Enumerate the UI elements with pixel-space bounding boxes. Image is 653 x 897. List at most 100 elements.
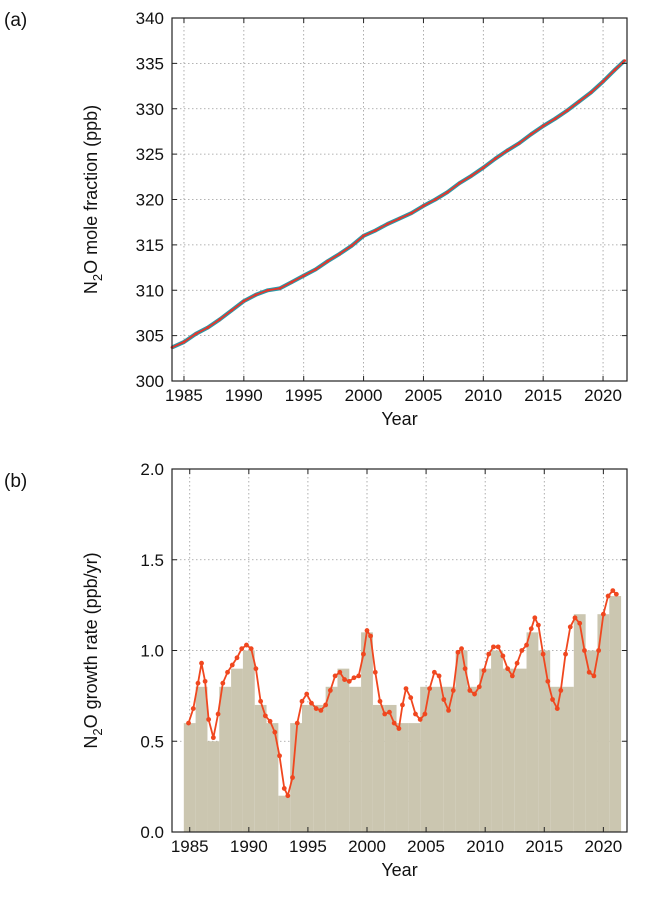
data-point xyxy=(374,228,377,232)
growth-rate-point xyxy=(455,649,461,655)
growth-rate-point xyxy=(514,660,520,666)
growth-rate-point xyxy=(408,695,414,701)
data-point xyxy=(493,157,497,161)
data-point xyxy=(206,326,210,329)
growth-rate-point xyxy=(586,669,592,675)
growth-rate-point xyxy=(195,680,201,686)
growth-rate-point xyxy=(309,700,314,706)
x-tick-label: 1985 xyxy=(171,837,209,856)
growth-bar xyxy=(372,704,385,832)
growth-rate-point xyxy=(210,735,216,741)
data-point xyxy=(182,340,186,344)
y-tick-label: 335 xyxy=(136,54,164,73)
panel-a-y-axis-title-part-1: N xyxy=(81,281,101,294)
growth-rate-point xyxy=(377,698,383,704)
data-point xyxy=(326,259,330,263)
growth-rate-point xyxy=(396,726,402,731)
growth-bar xyxy=(432,686,444,832)
growth-rate-point xyxy=(413,711,418,717)
growth-rate-point xyxy=(500,653,506,659)
panel-a-y-axis-title-subscript: 2 xyxy=(90,274,105,281)
y-tick-label: 315 xyxy=(136,236,164,255)
panel-a-y-axis-title: N2O mole fraction (ppb) xyxy=(81,105,105,294)
data-point xyxy=(338,252,342,256)
growth-bar xyxy=(313,704,326,832)
x-tick-label: 1995 xyxy=(285,386,323,405)
growth-rate-point xyxy=(567,624,573,630)
growth-rate-point xyxy=(351,675,357,681)
data-point xyxy=(278,287,282,290)
growth-bar xyxy=(597,614,610,832)
growth-rate-point xyxy=(361,651,366,657)
y-tick-label: 0.0 xyxy=(140,823,164,842)
x-tick-label: 2020 xyxy=(584,386,622,405)
panel-a-label: (a) xyxy=(4,10,27,31)
growth-rate-point xyxy=(563,651,568,657)
panel-b-y-axis-title-part-1: N xyxy=(81,736,101,749)
growth-rate-point xyxy=(528,626,534,632)
panel-b-series xyxy=(186,588,619,799)
data-point xyxy=(218,317,222,321)
growth-rate-point xyxy=(600,611,606,617)
growth-rate-point xyxy=(372,669,378,675)
growth-rate-point xyxy=(476,684,482,690)
data-point xyxy=(266,288,270,292)
growth-rate-point xyxy=(422,711,428,717)
x-tick-label: 1990 xyxy=(225,386,263,405)
panel-a-x-axis-title: Year xyxy=(381,409,417,429)
y-tick-label: 320 xyxy=(136,191,164,210)
growth-bar xyxy=(384,704,397,832)
x-tick-label: 2005 xyxy=(407,837,445,856)
growth-rate-point xyxy=(481,668,487,673)
panel-b-y-axis-title: N2O growth rate (ppb/yr) xyxy=(81,552,105,748)
growth-rate-point xyxy=(450,688,456,693)
growth-rate-point xyxy=(281,786,287,791)
growth-rate-point xyxy=(550,697,555,702)
data-point xyxy=(553,117,557,121)
y-tick-label: 325 xyxy=(136,145,164,164)
growth-rate-point xyxy=(342,677,347,682)
growth-rate-point xyxy=(486,651,492,657)
growth-bar xyxy=(349,686,362,832)
growth-rate-point xyxy=(258,698,264,704)
data-point xyxy=(386,222,389,226)
growth-rate-point xyxy=(229,662,235,668)
growth-bar xyxy=(219,686,232,832)
growth-rate-point xyxy=(427,686,433,692)
panel-a-chart: (a) 1985 1990 1995 2000 2005 2010 2015 2020 300 3… xyxy=(4,9,628,429)
growth-rate-point xyxy=(441,697,447,702)
growth-bar xyxy=(550,686,562,832)
growth-rate-point xyxy=(459,646,464,652)
growth-rate-point xyxy=(436,673,442,679)
data-point xyxy=(613,68,617,72)
growth-rate-point xyxy=(186,720,191,726)
growth-rate-point xyxy=(505,666,511,672)
y-tick-label: 330 xyxy=(136,100,164,119)
growth-rate-point xyxy=(509,673,515,679)
data-point xyxy=(230,308,234,312)
growth-rate-point xyxy=(462,666,468,672)
x-tick-label: 2015 xyxy=(525,837,563,856)
growth-bar xyxy=(491,650,503,832)
growth-rate-point xyxy=(299,698,305,704)
growth-rate-point xyxy=(190,706,196,711)
growth-rate-point xyxy=(318,707,324,713)
panel-b-x-axis-title: Year xyxy=(381,860,417,880)
growth-bar xyxy=(231,668,243,832)
growth-rate-point xyxy=(368,633,373,639)
growth-bar xyxy=(420,686,432,832)
y-tick-label: 305 xyxy=(136,327,164,346)
growth-rate-point xyxy=(519,648,525,653)
growth-bar xyxy=(325,686,338,832)
monthly-series-line xyxy=(171,60,626,349)
growth-rate-point xyxy=(582,648,587,653)
y-tick-label: 310 xyxy=(136,281,164,300)
growth-rate-point xyxy=(215,711,221,717)
growth-rate-point xyxy=(577,620,583,626)
growth-rate-point xyxy=(495,644,501,650)
growth-rate-point xyxy=(532,615,538,621)
x-tick-label: 1985 xyxy=(165,386,203,405)
growth-bar xyxy=(207,741,220,832)
x-tick-label: 2000 xyxy=(348,837,386,856)
growth-rate-point xyxy=(239,646,245,652)
